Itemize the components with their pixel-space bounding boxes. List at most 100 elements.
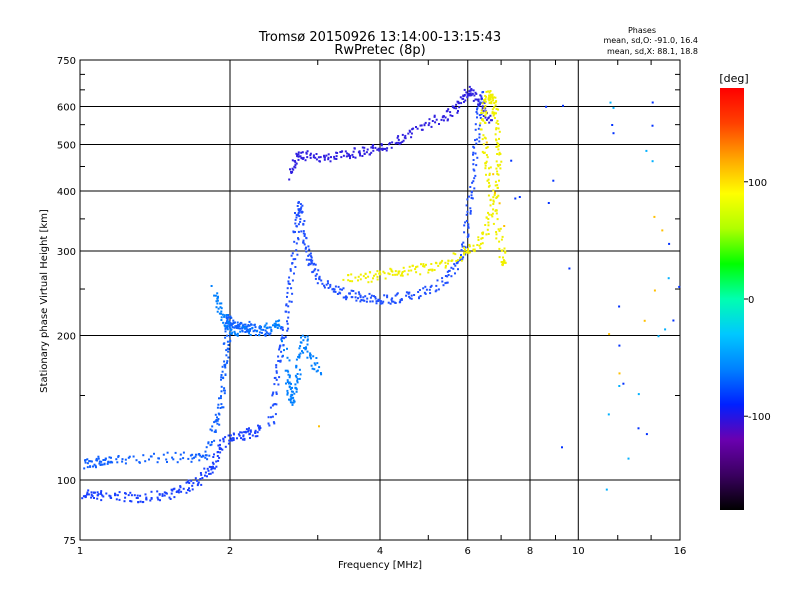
scatter-point <box>485 90 488 93</box>
scatter-point <box>194 477 197 480</box>
scatter-point <box>472 180 475 183</box>
scatter-point <box>286 320 288 323</box>
scatter-point <box>179 486 182 489</box>
scatter-point <box>231 439 234 442</box>
scatter-point <box>90 460 93 463</box>
scatter-point <box>116 494 119 497</box>
scatter-point <box>248 320 251 323</box>
scatter-point <box>490 102 493 105</box>
scatter-point <box>386 147 389 150</box>
scatter-point <box>308 258 311 261</box>
scatter-point <box>468 251 471 254</box>
scatter-point <box>357 297 359 300</box>
scatter-point <box>477 104 480 107</box>
scatter-point <box>444 116 447 119</box>
scatter-point <box>94 464 97 467</box>
scatter-point <box>383 272 386 275</box>
scatter-point <box>197 481 200 484</box>
scatter-point <box>455 103 458 106</box>
scatter-point <box>350 289 353 292</box>
scatter-point <box>363 299 366 302</box>
scatter-point <box>258 425 261 428</box>
scatter-point <box>248 332 251 335</box>
scatter-point <box>342 278 345 281</box>
scatter-point <box>280 337 283 340</box>
scatter-point <box>467 226 470 229</box>
scatter-point <box>487 178 490 181</box>
scatter-point <box>468 195 470 198</box>
scatter-point <box>156 490 159 493</box>
scatter-point <box>463 100 465 103</box>
scatter-point <box>396 273 399 276</box>
scatter-point <box>218 312 221 315</box>
scatter-point <box>431 120 434 122</box>
scatter-point <box>393 301 396 304</box>
scatter-point <box>223 315 226 318</box>
scatter-point <box>227 356 230 359</box>
scatter-point <box>226 360 229 363</box>
scatter-point <box>485 173 487 176</box>
scatter-point <box>373 274 375 277</box>
scatter-point <box>402 139 405 142</box>
scatter-point <box>192 482 195 485</box>
scatter-point <box>291 252 294 255</box>
scatter-point <box>499 163 502 166</box>
scatter-point <box>478 114 481 117</box>
scatter-point <box>297 238 300 241</box>
scatter-point <box>91 495 94 498</box>
scatter-point <box>383 294 386 297</box>
scatter-point <box>289 168 291 171</box>
scatter-point <box>219 451 222 454</box>
scatter-point <box>473 146 476 149</box>
scatter-point <box>310 258 312 261</box>
scatter-point <box>430 284 433 287</box>
scatter-point <box>310 364 313 367</box>
scatter-point <box>118 498 121 501</box>
scatter-point <box>455 260 458 262</box>
scatter-point <box>274 325 277 328</box>
scatter-point <box>239 327 242 330</box>
scatter-point <box>292 396 295 399</box>
scatter-point <box>401 133 404 136</box>
scatter-point <box>297 223 300 226</box>
scatter-point <box>457 110 459 112</box>
scatter-point <box>344 296 347 299</box>
scatter-point <box>368 153 371 156</box>
scatter-point <box>498 153 501 156</box>
scatter-point <box>290 287 293 290</box>
scatter-point <box>314 268 317 271</box>
scatter-point <box>399 300 402 303</box>
scatter-point <box>474 128 477 131</box>
scatter-point <box>228 335 231 338</box>
scatter-point <box>495 233 498 236</box>
scatter-point <box>381 147 384 150</box>
scatter-point <box>442 284 445 287</box>
scatter-point <box>297 212 300 214</box>
scatter-point <box>281 334 284 337</box>
scatter-point <box>235 334 238 336</box>
y-tick-label: 500 <box>57 141 76 152</box>
scatter-point <box>302 241 305 244</box>
scatter-point <box>214 420 217 423</box>
scatter-point <box>545 105 548 108</box>
scatter-point <box>306 350 309 353</box>
scatter-point <box>177 489 180 492</box>
scatter-point <box>226 318 229 320</box>
scatter-point <box>239 330 242 333</box>
scatter-point <box>441 280 444 283</box>
scatter-point <box>395 141 398 144</box>
scatter-point <box>485 154 488 156</box>
scatter-point <box>465 91 468 94</box>
scatter-point <box>295 162 298 165</box>
scatter-point <box>269 326 272 329</box>
scatter-point <box>400 298 403 301</box>
scatter-point <box>170 492 173 495</box>
scatter-point <box>397 135 400 138</box>
scatter-point <box>500 160 503 163</box>
scatter-point <box>245 428 248 431</box>
scatter-point <box>241 438 244 441</box>
scatter-point <box>288 359 291 362</box>
scatter-point <box>264 334 267 337</box>
scatter-point <box>454 272 456 275</box>
scatter-point <box>87 489 90 492</box>
